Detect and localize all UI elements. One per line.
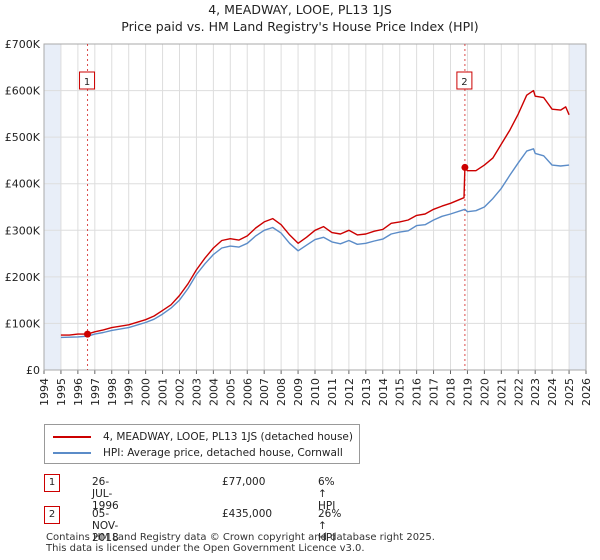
sale-point-2 [461, 163, 469, 171]
x-tick-label: 2026 [580, 378, 593, 406]
sale-label-1: 1 [84, 77, 90, 88]
x-tick-label: 2007 [258, 378, 271, 406]
y-tick-label: £700K [5, 38, 41, 51]
sale-price: £435,000 [222, 508, 273, 520]
sale-price: £77,000 [222, 476, 266, 488]
footer-copyright: Contains HM Land Registry data © Crown c… [46, 532, 435, 543]
legend-line-hpi [53, 452, 91, 454]
x-tick-label: 2024 [546, 378, 559, 406]
x-tick-label: 2019 [461, 378, 474, 406]
hpi-line [60, 148, 570, 339]
x-tick-label: 2001 [157, 378, 170, 406]
y-tick-label: £600K [5, 85, 41, 98]
y-tick-label: £300K [5, 224, 41, 237]
sale-label-2: 2 [461, 77, 467, 88]
property-price-line [60, 89, 570, 336]
y-tick-label: £100K [5, 317, 41, 330]
sale-point-1 [84, 330, 92, 338]
x-tick-label: 2013 [360, 378, 373, 406]
chart-title-line2: Price paid vs. HM Land Registry's House … [121, 19, 479, 34]
sale-label-box-2 [456, 71, 473, 90]
x-tick-label: 2003 [190, 378, 203, 406]
x-tick-label: 2018 [445, 378, 458, 406]
x-tick-label: 2010 [309, 378, 322, 406]
x-tick-label: 1998 [106, 378, 119, 406]
plot-area: £0 £100K £200K £300K £400K £500K £600K £700K 199… [5, 38, 593, 406]
sale-date: 05-NOV-2018 [92, 508, 119, 544]
plot-border [43, 43, 587, 371]
x-tick-label: 2025 [563, 378, 576, 406]
legend-item-property: 4, MEADWAY, LOOE, PL13 1JS (detached hou… [53, 430, 353, 444]
shaded-band-1 [569, 44, 586, 370]
sale-hpi-delta: 6% ↑ HPI [318, 476, 336, 512]
y-tick-label: £500K [5, 131, 41, 144]
sale-marker-box: 2 [44, 506, 60, 524]
sale-marker-box: 1 [44, 474, 60, 492]
x-tick-label: 2017 [428, 378, 441, 406]
footer: Contains HM Land Registry data © Crown c… [46, 532, 435, 554]
x-tick-label: 2022 [512, 378, 525, 406]
x-tick-label: 2023 [529, 378, 542, 406]
x-tick-label: 2014 [377, 378, 390, 406]
sale-label-box-1 [79, 71, 96, 90]
legend-label-hpi: HPI: Average price, detached house, Corn… [103, 447, 343, 459]
legend-label-property: 4, MEADWAY, LOOE, PL13 1JS (detached hou… [103, 431, 353, 443]
legend-line-property [53, 436, 91, 438]
x-tick-label: 2002 [174, 378, 187, 406]
x-tick-label: 2011 [326, 378, 339, 406]
x-tick-label: 1994 [38, 378, 51, 406]
y-tick-label: £200K [5, 271, 41, 284]
x-tick-label: 2005 [224, 378, 237, 406]
x-tick-label: 1997 [89, 378, 102, 406]
sale-hpi-delta: 26% ↑ HPI [318, 508, 342, 544]
x-tick-label: 2020 [478, 378, 491, 406]
y-tick-label: £0 [26, 364, 40, 377]
x-tick-label: 2021 [495, 378, 508, 406]
x-tick-label: 2016 [411, 378, 424, 406]
x-tick-label: 2015 [394, 378, 407, 406]
chart-title-line1: 4, MEADWAY, LOOE, PL13 1JS [208, 2, 392, 17]
x-tick-label: 2008 [275, 378, 288, 406]
price-chart: £0 £100K £200K £300K £400K £500K £600K £700K 199… [5, 38, 593, 406]
x-tick-label: 2006 [241, 378, 254, 406]
x-tick-label: 2009 [292, 378, 305, 406]
x-tick-label: 2000 [140, 378, 153, 406]
x-tick-label: 1996 [72, 378, 85, 406]
shaded-band-0 [44, 44, 61, 370]
x-tick-label: 1995 [55, 378, 68, 406]
x-tick-label: 1999 [123, 378, 136, 406]
legend-item-hpi: HPI: Average price, detached house, Corn… [53, 446, 343, 460]
legend: 4, MEADWAY, LOOE, PL13 1JS (detached hou… [44, 424, 360, 464]
footer-license: This data is licensed under the Open Gov… [46, 543, 365, 554]
x-tick-label: 2004 [207, 378, 220, 406]
x-tick-label: 2012 [343, 378, 356, 406]
y-tick-label: £400K [5, 178, 41, 191]
sale-date: 26-JUL-1996 [92, 476, 119, 512]
